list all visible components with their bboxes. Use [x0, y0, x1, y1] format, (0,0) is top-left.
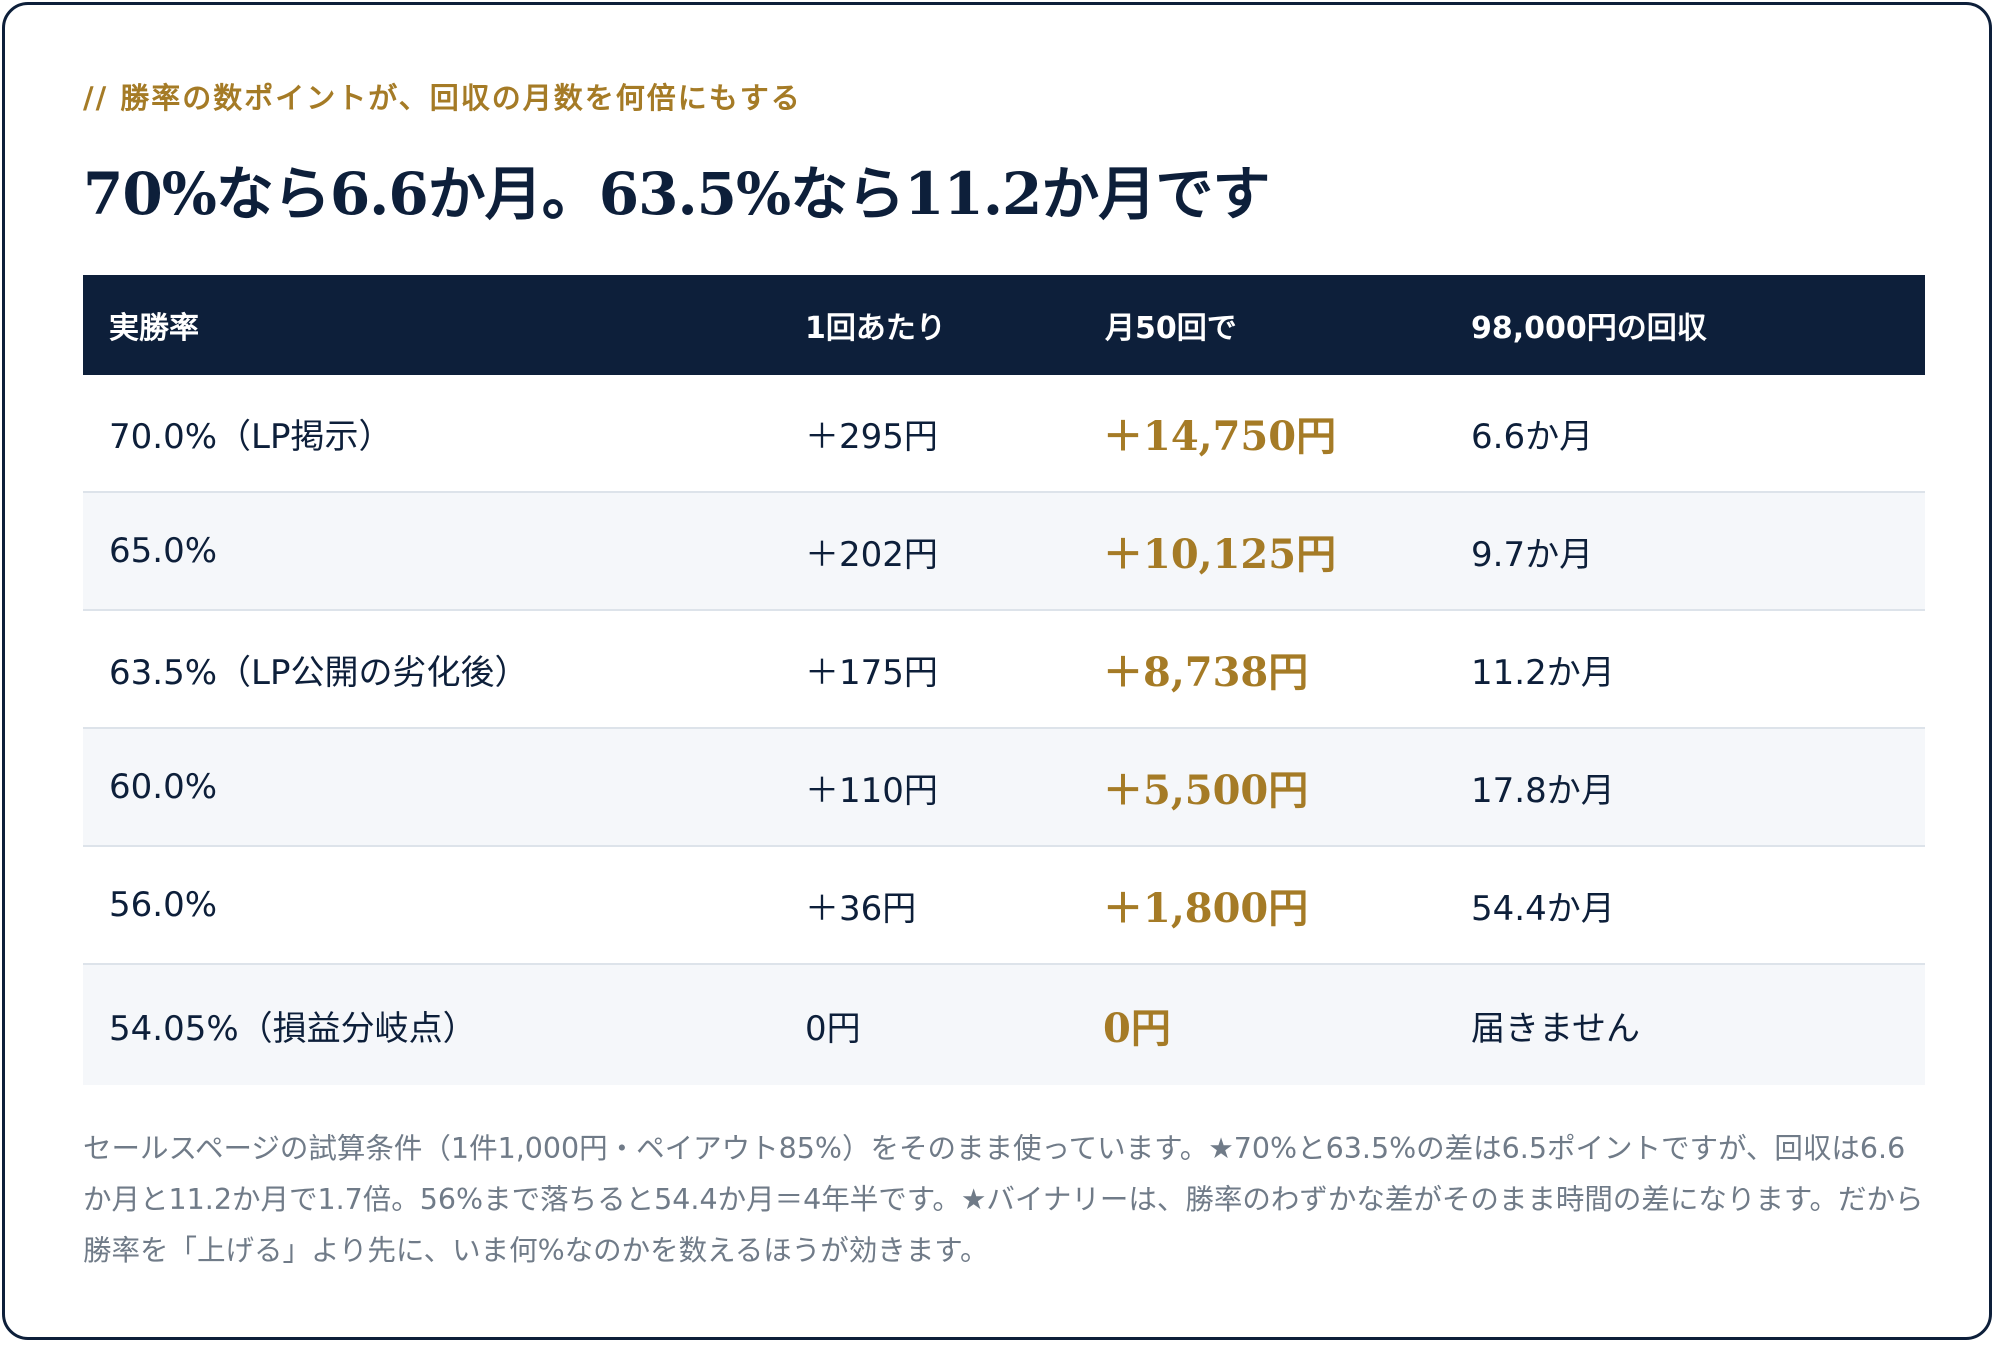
header-monthly: 月50回で: [1105, 311, 1237, 346]
cell-payback: 17.8か月: [1471, 770, 1615, 811]
header-per-trade: 1回あたり: [805, 311, 946, 346]
cell-win-rate: 56.0%: [109, 885, 218, 925]
header-payback: 98,000円の回収: [1471, 311, 1707, 346]
cell-per-trade: ＋110円: [805, 770, 938, 811]
cell-monthly: ＋14,750円: [1103, 413, 1337, 460]
table-row: 60.0% ＋110円 ＋5,500円 17.8か月: [83, 729, 1925, 847]
cell-per-trade: ＋175円: [805, 652, 938, 693]
page-title: 70%なら6.6か月。63.5%なら11.2か月です: [83, 160, 1270, 228]
table-row: 54.05%（損益分岐点） 0円 0円 届きません: [83, 965, 1925, 1085]
cell-monthly: 0円: [1103, 1005, 1171, 1052]
footnote-text: セールスページの試算条件（1件1,000円・ペイアウト85%）をそのまま使ってい…: [83, 1132, 1924, 1267]
cell-per-trade: ＋295円: [805, 416, 938, 457]
header-win-rate: 実勝率: [109, 311, 199, 346]
table-row: 65.0% ＋202円 ＋10,125円 9.7か月: [83, 493, 1925, 611]
cell-win-rate: 54.05%（損益分岐点）: [109, 1008, 477, 1049]
cell-per-trade: 0円: [805, 1008, 861, 1049]
cell-payback: 54.4か月: [1471, 888, 1615, 929]
cell-win-rate: 60.0%: [109, 767, 218, 807]
cell-per-trade: ＋202円: [805, 534, 938, 575]
eyebrow-label: // 勝率の数ポイントが、回収の月数を何倍にもする: [83, 81, 802, 115]
cell-payback: 11.2か月: [1471, 652, 1615, 693]
cell-monthly: ＋1,800円: [1103, 885, 1309, 932]
cell-monthly: ＋5,500円: [1103, 767, 1309, 814]
payback-table: 実勝率 1回あたり 月50回で 98,000円の回収 70.0%（LP掲示） ＋…: [83, 275, 1925, 1085]
cell-win-rate: 63.5%（LP公開の劣化後）: [109, 652, 529, 693]
table-row: 56.0% ＋36円 ＋1,800円 54.4か月: [83, 847, 1925, 965]
table-row: 63.5%（LP公開の劣化後） ＋175円 ＋8,738円 11.2か月: [83, 611, 1925, 729]
cell-payback: 9.7か月: [1471, 534, 1594, 575]
table-header: 実勝率 1回あたり 月50回で 98,000円の回収: [83, 275, 1925, 375]
cell-per-trade: ＋36円: [805, 888, 917, 929]
cell-monthly: ＋10,125円: [1103, 531, 1337, 578]
cell-win-rate: 65.0%: [109, 531, 218, 571]
cell-monthly: ＋8,738円: [1103, 649, 1309, 696]
cell-payback: 届きません: [1471, 1008, 1640, 1049]
cell-payback: 6.6か月: [1471, 416, 1594, 457]
table-row: 70.0%（LP掲示） ＋295円 ＋14,750円 6.6か月: [83, 375, 1925, 493]
cell-win-rate: 70.0%（LP掲示）: [109, 416, 393, 457]
